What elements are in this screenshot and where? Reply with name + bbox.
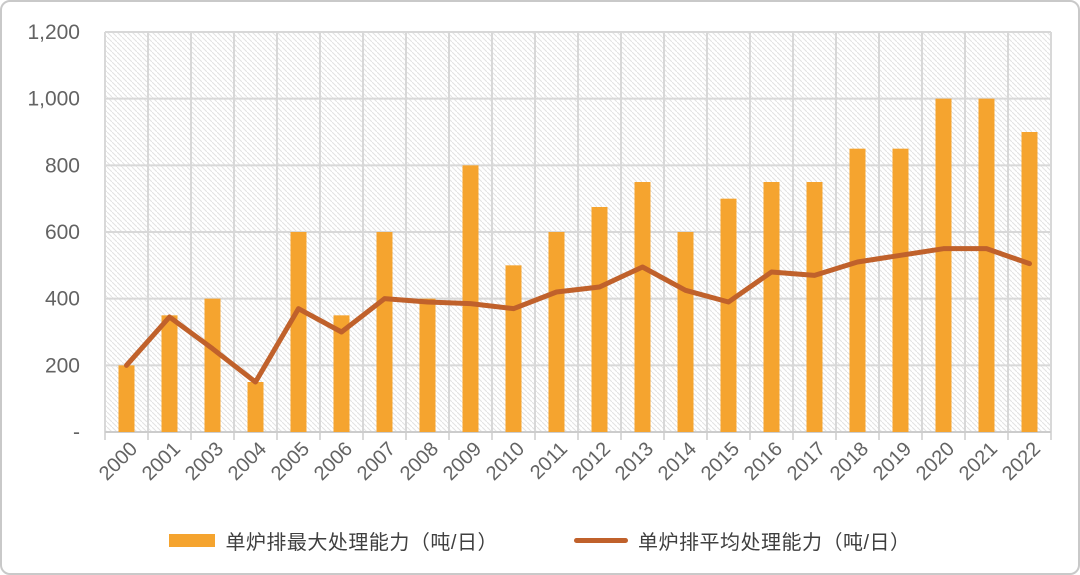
y-tick-label: 200 xyxy=(45,354,80,377)
bar-2017 xyxy=(806,182,823,432)
x-tick-label: 2014 xyxy=(654,438,701,485)
y-tick-label: - xyxy=(73,421,80,444)
x-tick-label: 2017 xyxy=(783,438,830,485)
bar-2019 xyxy=(892,148,909,432)
x-tick-label: 2012 xyxy=(568,438,615,485)
bar-2016 xyxy=(763,182,780,432)
x-tick-label: 2020 xyxy=(912,438,959,485)
bar-2008 xyxy=(419,298,436,432)
line-series-swatch xyxy=(574,538,628,543)
x-tick-label: 2011 xyxy=(526,438,572,484)
x-tick-label: 2015 xyxy=(697,438,744,485)
x-tick-label: 2016 xyxy=(740,438,787,485)
bar-2021 xyxy=(978,98,995,433)
x-tick-label: 2003 xyxy=(181,438,228,485)
bar-2009 xyxy=(462,165,479,433)
x-tick-label: 2008 xyxy=(396,438,443,485)
x-tick-label: 2000 xyxy=(95,438,142,485)
x-tick-label: 2007 xyxy=(353,438,400,485)
x-tick-label: 2021 xyxy=(955,438,1002,485)
y-tick-label: 1,200 xyxy=(27,21,80,44)
x-tick-label: 2018 xyxy=(826,438,873,485)
x-tick-label: 2005 xyxy=(267,438,314,485)
bar-2000 xyxy=(118,365,135,432)
avg-line xyxy=(124,246,1032,385)
legend: 单炉排最大处理能力（吨/日） 单炉排平均处理能力（吨/日） xyxy=(2,526,1078,555)
x-tick-label: 2022 xyxy=(998,438,1045,485)
x-tick-label: 2019 xyxy=(869,438,916,485)
bar-2004 xyxy=(247,382,264,432)
bar-2018 xyxy=(849,148,866,432)
y-tick-label: 1,000 xyxy=(27,88,80,111)
y-tick-label: 400 xyxy=(45,288,80,311)
y-tick-label: 800 xyxy=(45,154,80,177)
x-tick-label: 2013 xyxy=(611,438,658,485)
bar-2010 xyxy=(505,265,522,432)
bar-2001 xyxy=(161,315,178,432)
bar-2020 xyxy=(935,98,952,433)
x-tick-label: 2001 xyxy=(138,438,185,485)
bar-2012 xyxy=(591,207,608,432)
bar-2014 xyxy=(677,232,694,432)
x-tick-label: 2009 xyxy=(439,438,486,485)
bar-2006 xyxy=(333,315,350,432)
y-tick-label: 600 xyxy=(45,221,80,244)
x-tick-label: 2004 xyxy=(224,438,271,485)
bar-2013 xyxy=(634,182,651,432)
bar-2015 xyxy=(720,198,737,432)
legend-label-max: 单炉排最大处理能力（吨/日） xyxy=(225,532,498,554)
bar-series-swatch xyxy=(169,534,216,547)
legend-label-avg: 单炉排平均处理能力（吨/日） xyxy=(638,532,911,554)
bar-2022 xyxy=(1021,132,1038,432)
x-tick-label: 2006 xyxy=(310,438,357,485)
bar-2011 xyxy=(548,232,565,432)
x-tick-label: 2010 xyxy=(482,438,529,485)
bar-2003 xyxy=(204,298,221,432)
bar-2007 xyxy=(376,232,393,432)
legend-item-avg: 单炉排平均处理能力（吨/日） xyxy=(574,526,911,555)
bar-2005 xyxy=(290,232,307,432)
legend-item-max: 单炉排最大处理能力（吨/日） xyxy=(169,526,498,555)
